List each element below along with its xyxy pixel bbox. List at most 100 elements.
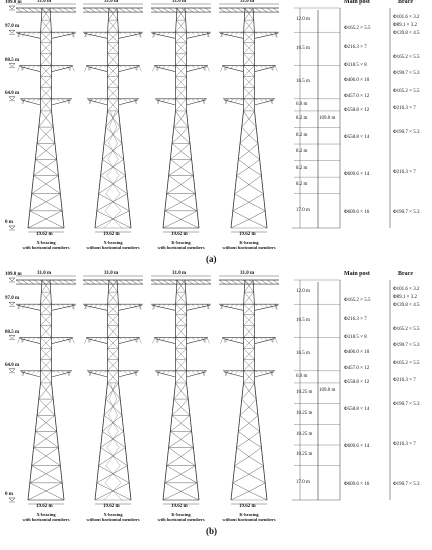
tower-caption: K-bracing [171,240,191,245]
arm-lacing [56,98,60,102]
brace [175,359,187,371]
brace [175,314,187,326]
k-brace [232,474,250,484]
arm-lacing [196,98,200,103]
k-brace [248,110,255,120]
arm-lacing [138,337,142,344]
top-arm-lacing [45,279,53,285]
k-brace [239,135,250,144]
brace-value: Φ216.3 × 7 [393,170,416,175]
brace [40,370,52,384]
main-post [121,415,125,432]
arm-lacing [118,65,122,68]
main-post [252,279,255,293]
arm-lacing [230,370,234,375]
cross-arm-bottom [19,338,41,344]
k-brace [243,110,250,120]
k-brace [180,135,191,144]
arm-lacing [104,98,108,101]
k-brace [170,431,182,440]
brace [107,65,119,77]
arm-lacing [172,32,176,34]
arm-lacing [66,32,70,37]
main-post [189,415,193,432]
arm-lacing [220,304,224,310]
segment-label: 8.2 m [296,165,308,171]
k-brace [180,398,189,408]
tower-caption-sub: without horizontal members [86,517,140,522]
arm-lacing [201,32,205,37]
k-brace [239,415,250,424]
brace-value: Φ190.7 × 5.3 [393,71,420,76]
base-width-label: 19.62 m [171,504,188,509]
arm-lacing [269,32,273,37]
cross-arm-bottom [118,338,140,344]
arm-lacing [128,32,132,36]
main-post [175,292,177,305]
top-arm-lacing [136,279,144,285]
x-brace [29,210,65,229]
k-brace [236,167,250,176]
brace [243,325,255,338]
main-post [257,415,261,432]
main-post [264,210,268,229]
main-post [196,482,200,501]
arm-lacing [22,32,26,37]
x-brace [33,159,57,176]
main-post [126,193,130,211]
x-sub-brace [108,415,119,432]
arm-lacing [32,370,36,374]
x-brace [31,447,59,466]
brace [244,291,255,305]
top-arm-lacing [130,7,138,13]
arm-lacing [128,304,132,308]
arm-lacing [133,65,137,71]
x-sub-brace [107,431,120,448]
arm-lacing [32,98,36,102]
top-width-label: 31.0 m [37,0,52,4]
brace [175,348,187,360]
brace [176,7,186,21]
k-brace [175,110,182,120]
main-post [29,465,33,483]
brace [243,348,255,360]
arm-lacing [133,304,137,309]
arm-lacing [123,304,127,307]
brace [107,19,118,33]
main-post [27,210,31,229]
main-post [57,447,61,466]
arm-lacing [201,65,205,71]
top-arm-lacing [218,279,226,285]
arm-lacing [123,32,127,35]
arm-lacing [84,304,88,310]
arm-lacing [172,304,176,306]
main-post-value: Φ457.0 × 12 [344,94,370,99]
k-brace [241,118,250,128]
main-post [185,292,187,305]
cross-arm-bottom [222,338,244,344]
brace-value: Φ101.6 × 3.2 [393,15,420,20]
arm-lacing [196,32,200,36]
elevation-label: 97.0 m [5,296,20,302]
main-post [164,465,168,483]
top-width-label: 31.0 m [240,0,255,4]
arm-lacing [264,304,268,308]
arm-lacing [254,370,258,373]
cross-arm-bottom [186,338,208,344]
brace [243,314,255,326]
brace [40,87,52,99]
brace [107,53,119,66]
brace [107,325,119,338]
main-post [107,20,109,33]
arm-lacing [157,337,161,343]
total-height-label: 109.0 m [319,116,336,121]
x-brace [40,110,54,128]
main-post [118,110,121,128]
x-brace [102,415,123,432]
x-brace [38,398,56,416]
cross-arm-bottom [20,99,41,106]
arm-lacing [220,65,224,72]
brace [243,76,255,88]
x-brace [98,193,130,212]
top-arm-lacing [63,7,71,13]
